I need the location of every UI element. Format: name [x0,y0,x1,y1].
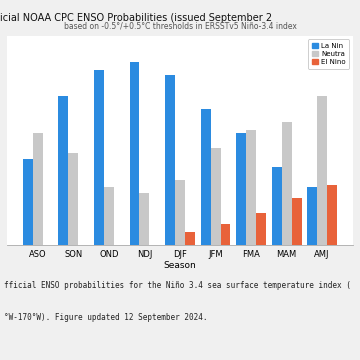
Bar [185,232,195,245]
Bar [58,96,68,245]
Bar [94,70,104,245]
Bar [256,213,266,245]
Bar [175,180,185,245]
Bar [307,187,317,245]
Bar [104,187,114,245]
Bar [246,130,256,245]
Bar [272,166,282,245]
Legend: La Nin, Neutra, El Nino: La Nin, Neutra, El Nino [308,40,349,69]
Bar [165,75,175,245]
Text: fficial ENSO probabilities for the Niño 3.4 sea surface temperature index (: fficial ENSO probabilities for the Niño … [4,281,351,290]
Bar [130,62,139,245]
Bar [282,122,292,245]
Bar [236,132,246,245]
Bar [292,198,302,245]
Bar [139,193,149,245]
Bar [33,132,43,245]
X-axis label: Season: Season [164,261,196,270]
Bar [201,109,211,245]
Bar [317,96,327,245]
Bar [23,159,33,245]
Bar [327,185,337,245]
Text: based on -0.5°/+0.5°C thresholds in ERSSTv5 Niño-3.4 index: based on -0.5°/+0.5°C thresholds in ERSS… [64,22,296,31]
Bar [68,153,78,245]
Text: icial NOAA CPC ENSO Probabilities (issued September 2: icial NOAA CPC ENSO Probabilities (issue… [0,13,272,23]
Bar [221,224,230,245]
Text: °W-170°W). Figure updated 12 September 2024.: °W-170°W). Figure updated 12 September 2… [4,313,207,322]
Bar [211,148,221,245]
